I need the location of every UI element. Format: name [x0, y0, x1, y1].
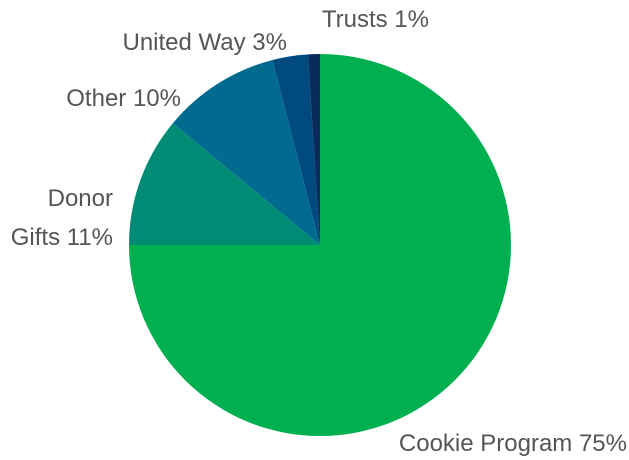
- slice-label-line: Other 10%: [66, 85, 181, 112]
- slice-label-line: United Way 3%: [122, 29, 287, 56]
- slice-label-other: Other 10%: [66, 85, 181, 112]
- slice-label-cookie-program: Cookie Program 75%: [399, 430, 627, 457]
- slice-label-united-way: United Way 3%: [122, 29, 287, 56]
- slice-label-trusts: Trusts 1%: [322, 6, 429, 33]
- pie-slices: [129, 54, 511, 436]
- slice-label-line: Trusts 1%: [322, 6, 429, 33]
- slice-label-line: Cookie Program 75%: [399, 430, 627, 457]
- slice-label-donor-gifts: Donor Gifts 11%: [11, 185, 113, 251]
- pie-slice-united-way: [272, 54, 320, 245]
- slice-label-line: Donor: [48, 185, 113, 212]
- pie-labels: Cookie Program 75% Donor Gifts 11% Other 10…: [11, 6, 627, 457]
- pie-slice-other: [172, 60, 320, 245]
- slice-label-line: Gifts 11%: [11, 224, 113, 251]
- pie-slice-trusts: [308, 54, 320, 245]
- pie-slice-donor-gifts: [129, 123, 320, 245]
